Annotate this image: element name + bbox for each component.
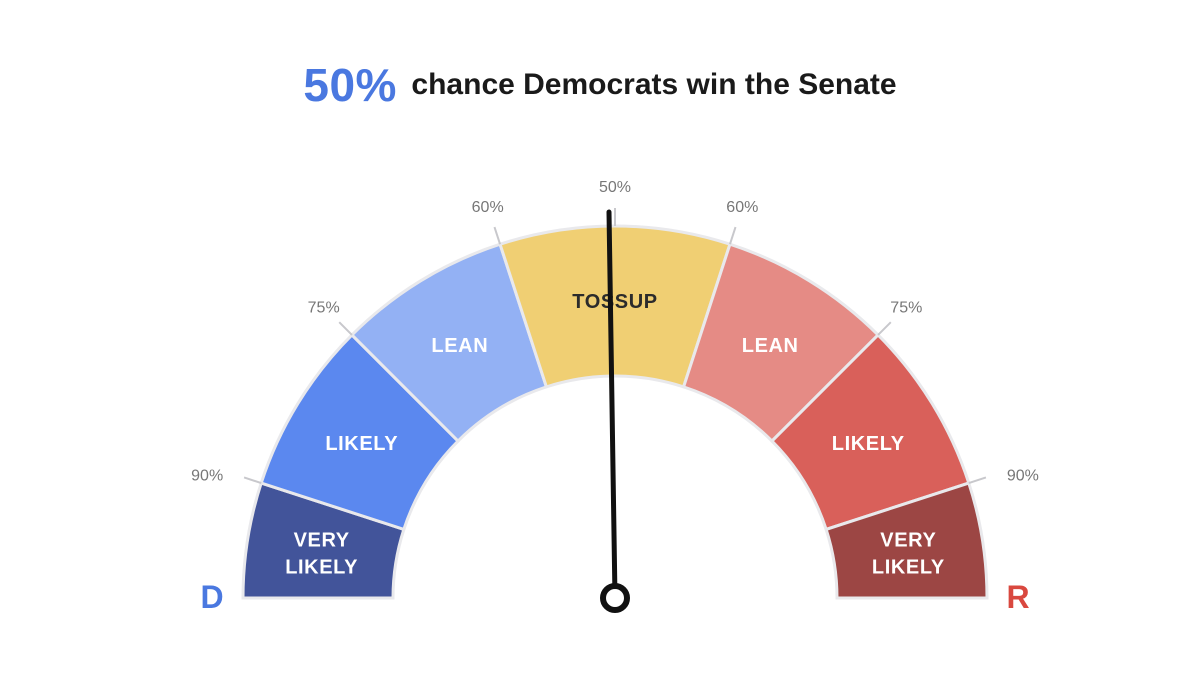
tick-mark [729,226,737,245]
segment-label-line: LIKELY [832,433,905,455]
tick-mark [493,226,501,245]
segment-label-tossup: TOSSUP [572,291,657,313]
tick-label: 75% [308,300,340,317]
segment-label-line: LEAN [742,335,799,357]
tick-mark [877,321,892,336]
segment-label-line: VERY [880,530,936,552]
tick-label: 60% [472,199,504,216]
tick-mark [338,321,353,336]
segment-label-line: VERY [294,530,350,552]
segment-label-d-lean: LEAN [431,335,488,357]
headline-probability: 50% [303,59,397,111]
segment-label-r-very-likely: VERY LIKELY [872,530,945,579]
tick-label: 75% [890,300,922,317]
segment-label-d-likely: LIKELY [325,433,398,455]
headline-text: chance Democrats win the Senate [411,68,897,101]
gauge-segment-labels: VERY LIKELYLIKELYLEANTOSSUPLEANLIKELYVERY… [285,291,945,579]
tick-label: 90% [191,468,223,485]
republican-side-label: R [1006,579,1029,615]
needle-line [606,209,618,601]
democrat-side-label: D [200,579,223,615]
gauge-needle [600,209,630,613]
gauge-segment-r-very-likely [824,481,989,600]
tick-label: 90% [1007,468,1039,485]
segment-label-line: LEAN [431,335,488,357]
headline: 50% chance Democrats win the Senate [0,58,1200,112]
segment-label-r-lean: LEAN [742,335,799,357]
segment-label-line: LIKELY [872,557,945,579]
needle-pivot [600,583,630,613]
tick-label: 50% [599,179,631,196]
tick-mark [968,476,987,484]
segment-label-d-very-likely: VERY LIKELY [285,530,358,579]
tick-mark [243,476,262,484]
tick-label: 60% [726,199,758,216]
gauge-segments [241,224,989,600]
segment-label-line: LIKELY [285,557,358,579]
segment-label-r-likely: LIKELY [832,433,905,455]
gauge-ticks: 90% 75% 60% 50% 60% 75% 90% [191,179,1039,485]
segment-label-line: TOSSUP [572,291,657,313]
segment-label-line: LIKELY [325,433,398,455]
